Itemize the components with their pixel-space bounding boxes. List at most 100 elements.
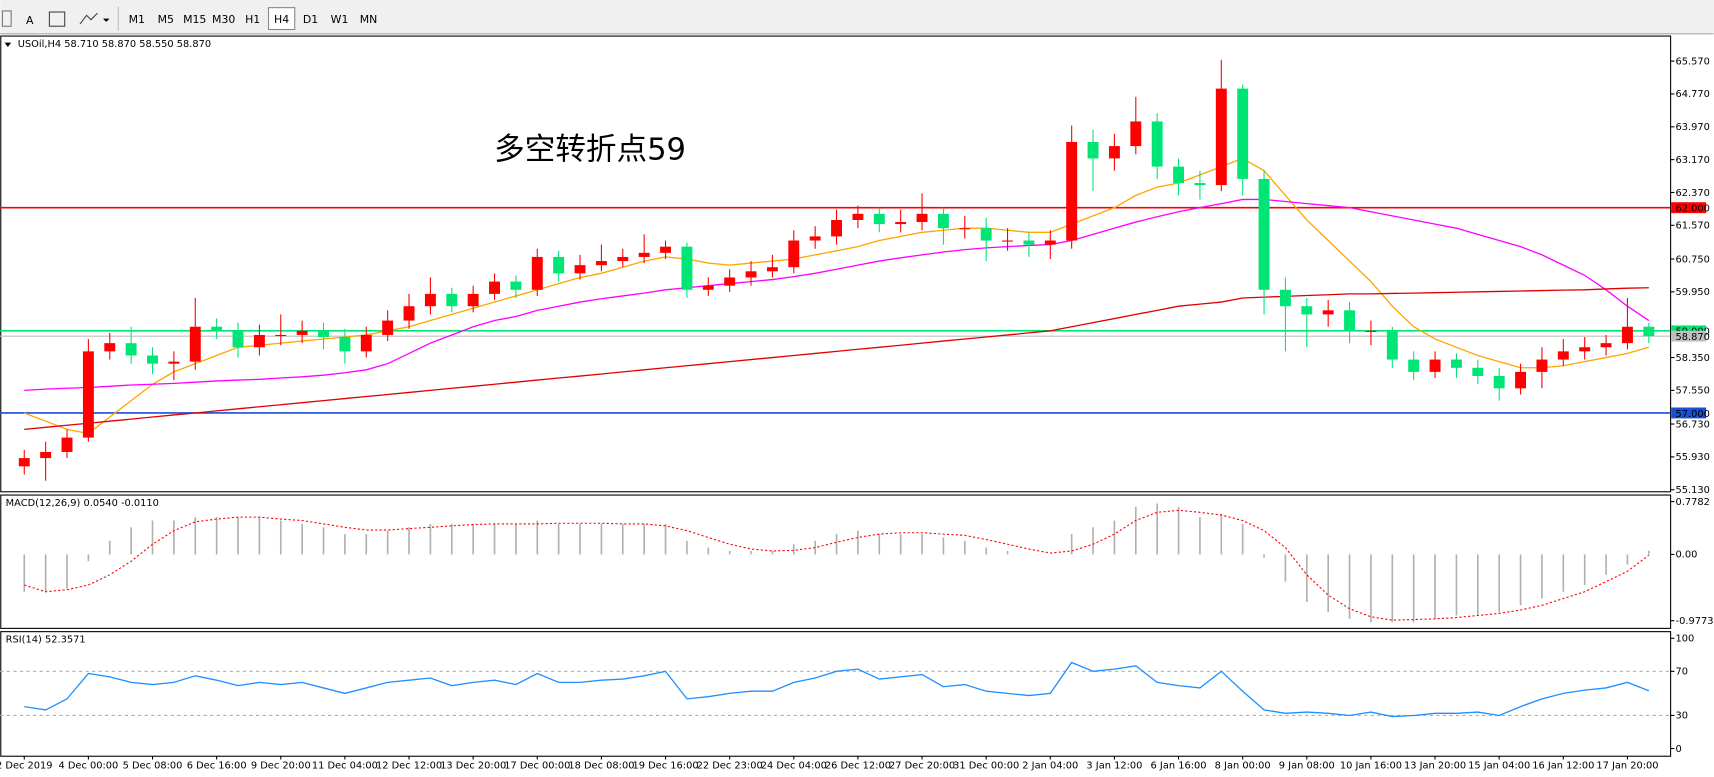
price-level-label: 62.000: [1676, 203, 1710, 214]
candle-body: [766, 267, 778, 272]
signal-line: [24, 509, 1650, 621]
y-tick-label: 57.550: [1676, 386, 1710, 397]
price-level-tag: [1671, 330, 1707, 342]
y-tick-label: 0.7782: [1676, 497, 1710, 508]
x-tick-label: 2 Dec 2019: [0, 760, 53, 771]
candle-body: [1194, 183, 1206, 186]
candle-body: [1429, 359, 1441, 372]
candle-body: [232, 330, 244, 348]
timeframe-button[interactable]: D1: [303, 13, 318, 26]
candle-body: [1621, 326, 1633, 344]
candle-body: [424, 293, 436, 307]
cursor-icon[interactable]: [1, 10, 12, 27]
timeframe-button[interactable]: M1: [129, 13, 145, 26]
y-tick-label: 100: [1676, 634, 1695, 645]
x-tick-label: 13 Dec 20:00: [440, 760, 506, 771]
candle-body: [1365, 330, 1377, 332]
x-tick-label: 17 Dec 00:00: [504, 760, 570, 771]
candle-body: [360, 334, 372, 352]
y-tick-label: 0.00: [1676, 550, 1698, 561]
y-tick-label: 64.770: [1676, 89, 1710, 100]
candle-body: [895, 222, 907, 225]
y-tick-label: 0: [1676, 744, 1682, 755]
candle-body: [681, 246, 693, 290]
x-tick-label: 3 Jan 12:00: [1086, 760, 1142, 771]
candle-body: [1386, 330, 1398, 360]
candle-body: [1579, 347, 1591, 352]
dropdown-arrow[interactable]: [102, 18, 110, 22]
candle-body: [1173, 166, 1185, 184]
candle-body: [1301, 306, 1313, 315]
x-tick-label: 18 Dec 08:00: [568, 760, 634, 771]
y-tick-label: 63.970: [1676, 122, 1710, 133]
toolbar: A M1 M5 M15 M30 H1 H4 D1 W1 MN: [0, 0, 1714, 35]
y-tick-label: 56.730: [1676, 419, 1710, 430]
candle-body: [1322, 310, 1334, 315]
timeframe-button[interactable]: M15: [183, 13, 206, 26]
candle-body: [168, 361, 180, 364]
candle-body: [296, 330, 308, 335]
candle-body: [1408, 359, 1420, 372]
candle-body: [1087, 141, 1099, 159]
candle-body: [959, 228, 971, 230]
candle-body: [1557, 351, 1569, 360]
candle-body: [82, 351, 94, 438]
candle-body: [467, 293, 479, 307]
x-tick-label: 22 Dec 23:00: [697, 760, 763, 771]
y-tick-label: 60.750: [1676, 254, 1710, 265]
candle-body: [40, 451, 52, 459]
candle-body: [745, 271, 757, 278]
annotation: 多空转折点59: [494, 133, 686, 168]
candle-body: [1643, 326, 1655, 337]
candle-body: [1515, 371, 1527, 389]
timeframe-button[interactable]: M30: [212, 13, 235, 26]
x-tick-label: 12 Dec 12:00: [376, 760, 442, 771]
y-tick-label: 65.570: [1676, 56, 1710, 67]
candle-body: [1450, 359, 1462, 368]
timeframe-button[interactable]: MN: [360, 13, 378, 26]
candle-body: [1258, 178, 1270, 290]
candle-body: [831, 219, 843, 237]
timeframe-button[interactable]: M5: [158, 13, 174, 26]
objects-icon[interactable]: [79, 12, 98, 25]
x-tick-label: 15 Jan 04:00: [1468, 760, 1530, 771]
x-tick-label: 9 Dec 20:00: [251, 760, 311, 771]
y-tick-label: 70: [1676, 667, 1689, 678]
price-level-tag: [1671, 202, 1707, 214]
candle-body: [382, 320, 394, 335]
text-tool[interactable]: A: [26, 14, 34, 27]
timeframe-button[interactable]: H1: [245, 13, 260, 26]
y-tick-label: 63.170: [1676, 155, 1710, 166]
candle-body: [660, 246, 672, 253]
candle-body: [809, 236, 821, 241]
candle-body: [18, 458, 30, 467]
candle-body: [1472, 367, 1484, 376]
pane-frame: [0, 494, 1672, 629]
x-tick-label: 31 Dec 00:00: [953, 760, 1019, 771]
candle-body: [916, 213, 928, 223]
moving-average: [24, 287, 1649, 431]
x-tick-label: 4 Dec 00:00: [58, 760, 118, 771]
candle-body: [1279, 289, 1291, 307]
timeframe-button[interactable]: W1: [331, 13, 349, 26]
x-tick-label: 17 Jan 20:00: [1596, 760, 1658, 771]
x-tick-label: 13 Jan 20:00: [1404, 760, 1466, 771]
x-tick-label: 6 Jan 16:00: [1151, 760, 1207, 771]
text-label-icon[interactable]: [48, 11, 66, 27]
candle-body: [253, 334, 265, 348]
candle-body: [724, 277, 736, 286]
pane-title: RSI(14) 52.3571: [6, 635, 86, 646]
active-timeframe[interactable]: [267, 7, 296, 31]
timeframe-button[interactable]: H4: [274, 13, 289, 26]
candle-body: [617, 256, 629, 262]
candle-body: [873, 213, 885, 225]
candle-body: [1108, 146, 1120, 159]
y-tick-label: -0.9773: [1676, 616, 1714, 627]
moving-average: [24, 157, 1650, 435]
x-tick-label: 19 Dec 16:00: [632, 760, 698, 771]
y-tick-label: 55.930: [1676, 452, 1710, 463]
x-tick-label: 26 Dec 12:00: [825, 760, 891, 771]
x-tick-label: 2 Jan 04:00: [1022, 760, 1078, 771]
pane-title: MACD(12,26,9) 0.0540 -0.0110: [6, 498, 159, 509]
candle-body: [275, 334, 287, 337]
